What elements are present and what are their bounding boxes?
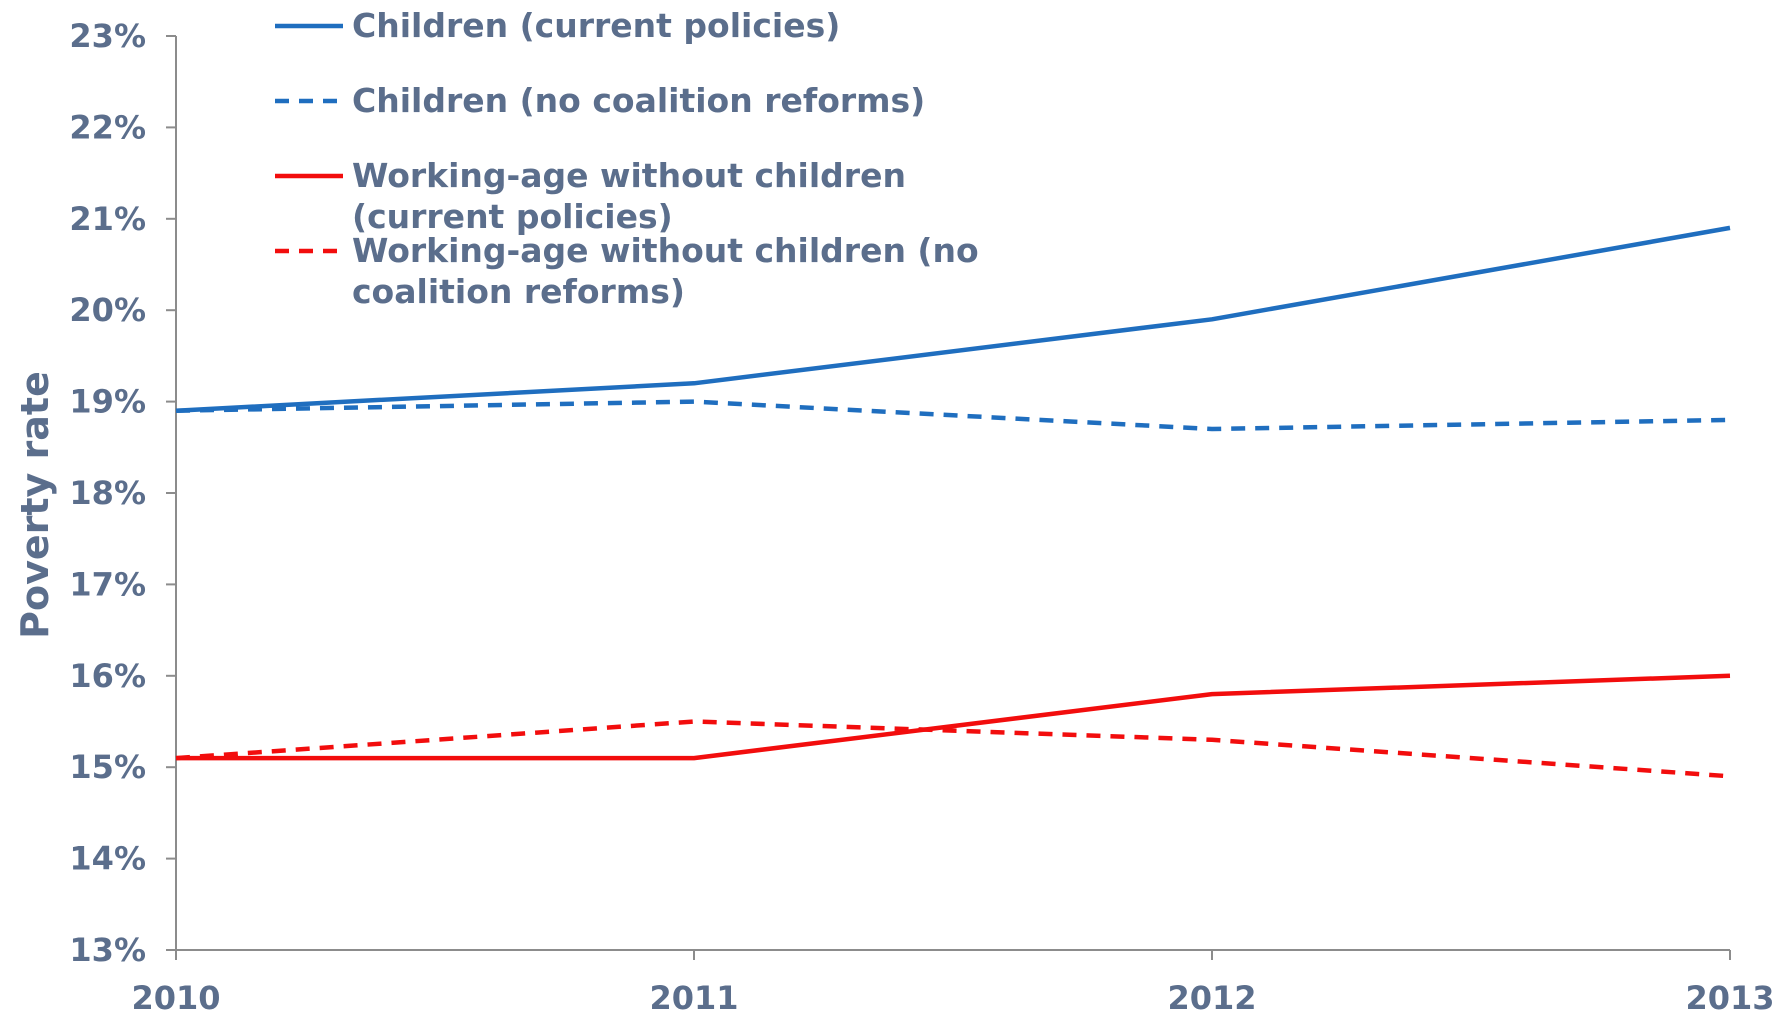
- x-axis-ticks: 2010 2011 2012 2013: [131, 950, 1775, 1014]
- legend-label-1: Children (current policies): [352, 6, 840, 45]
- y-tick-label: 17%: [69, 565, 146, 603]
- y-tick-label: 23%: [69, 17, 146, 55]
- series-line-3: [176, 673, 1731, 761]
- x-tick-label: 2012: [1167, 979, 1256, 1014]
- y-axis-ticks: 13% 14% 15% 16% 17% 18% 19% 20% 21% 22% 23%: [69, 17, 176, 969]
- x-tick-label: 2013: [1685, 979, 1774, 1014]
- legend-label-3: Working-age without children (current pol…: [352, 156, 906, 236]
- series-line-4: [175, 719, 1731, 779]
- x-tick-label: 2011: [649, 979, 738, 1014]
- y-tick-label: 16%: [69, 657, 146, 695]
- y-tick-label: 14%: [69, 840, 146, 878]
- y-axis-title: Poverty rate: [13, 371, 57, 639]
- y-tick-label: 20%: [69, 291, 146, 329]
- series-line-2: [175, 399, 1731, 432]
- legend: Children (current policies) Children (no …: [275, 6, 979, 311]
- y-tick-label: 13%: [69, 931, 146, 969]
- x-tick-label: 2010: [131, 979, 220, 1014]
- y-tick-label: 21%: [69, 200, 146, 238]
- legend-label-2: Children (no coalition reforms): [352, 81, 925, 120]
- y-tick-label: 22%: [69, 108, 146, 146]
- legend-label-4: Working-age without children (no coalitio…: [352, 231, 979, 311]
- y-tick-label: 18%: [69, 474, 146, 512]
- y-tick-label: 19%: [69, 383, 146, 421]
- y-tick-label: 15%: [69, 748, 146, 786]
- series-lines: [175, 225, 1731, 779]
- series-line-1: [175, 225, 1731, 413]
